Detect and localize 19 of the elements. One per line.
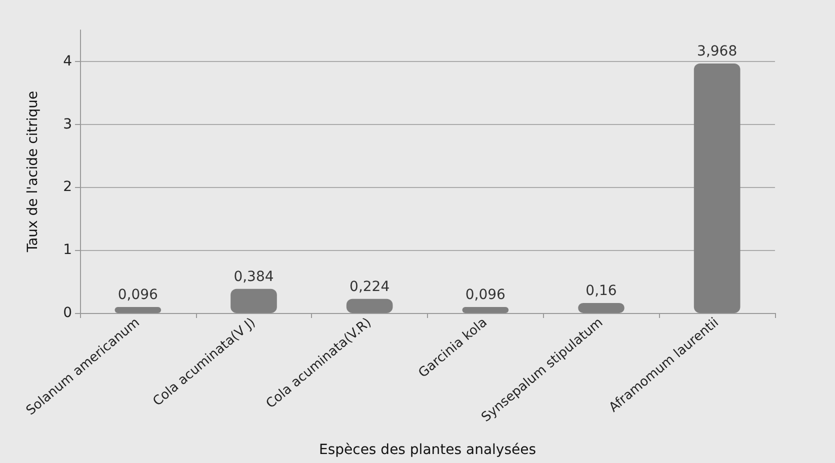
bar xyxy=(694,63,740,313)
bar xyxy=(578,302,624,313)
bar xyxy=(230,288,277,313)
bar xyxy=(462,306,509,313)
x-axis-title: Espèces des plantes analysées xyxy=(318,442,536,458)
data-label: 0,096 xyxy=(118,286,158,303)
y-tick-label: 0 xyxy=(63,305,72,321)
y-tick-label: 2 xyxy=(63,179,72,196)
bar xyxy=(114,306,162,313)
data-label: 0,224 xyxy=(350,278,390,295)
y-axis-title: Taux de l'acide citrique xyxy=(25,90,41,254)
data-label: 3,968 xyxy=(697,43,738,60)
data-label: 0,096 xyxy=(465,286,506,303)
bar xyxy=(346,298,393,313)
data-label: 0,16 xyxy=(586,282,617,299)
y-tick-label: 3 xyxy=(63,116,72,132)
data-label: 0,384 xyxy=(234,268,274,285)
y-tick-label: 4 xyxy=(63,53,72,70)
y-tick-label: 1 xyxy=(63,242,72,258)
